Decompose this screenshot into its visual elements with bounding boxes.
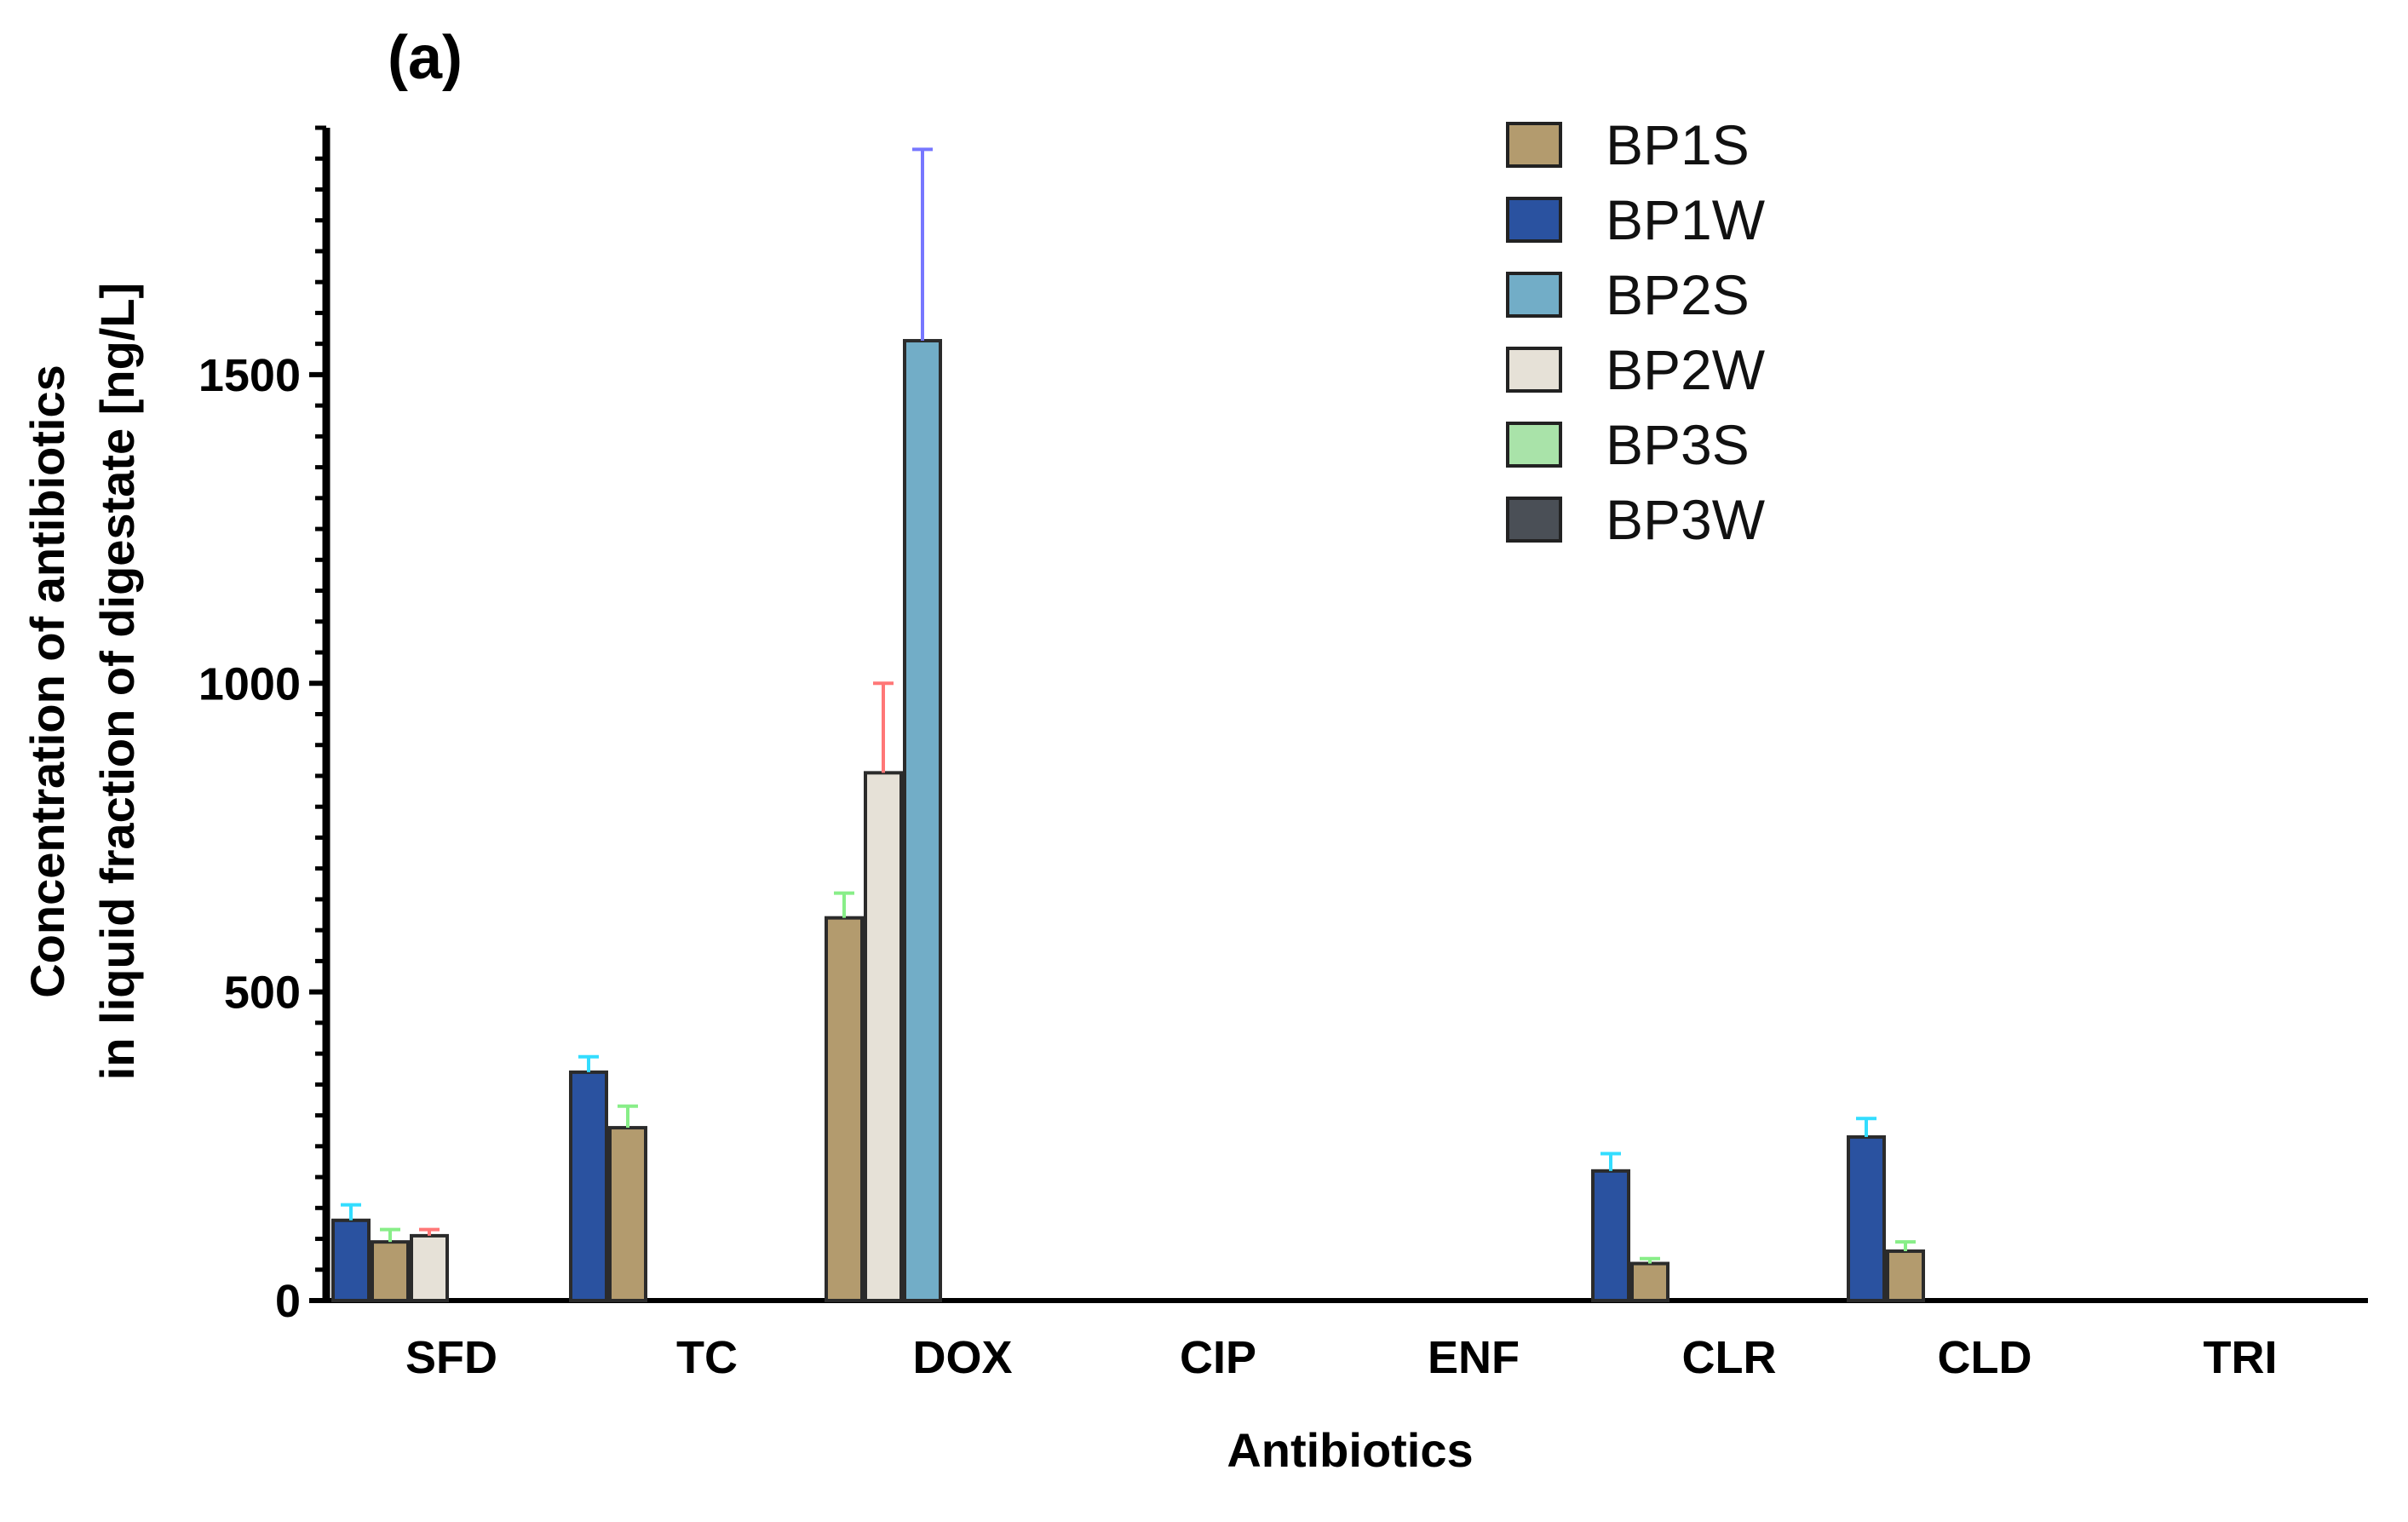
- y-axis-title-line-1: Concentration of antibiotics: [20, 365, 74, 998]
- legend-label-bp2s: BP2S: [1606, 263, 1750, 326]
- x-tick-label-dox: DOX: [912, 1332, 1012, 1383]
- y-tick-label: 500: [224, 968, 301, 1019]
- x-tick-label-sfd: SFD: [405, 1332, 497, 1383]
- panel-label: (a): [388, 24, 463, 92]
- x-tick-label-clr: CLR: [1682, 1332, 1777, 1383]
- legend-swatch-bp2w: [1506, 347, 1562, 393]
- x-axis-title: Antibiotics: [1227, 1423, 1473, 1477]
- legend: BP1S BP1W BP2S BP2W BP3S BP3W: [1506, 113, 1766, 551]
- bar-clr-bp1s: [1630, 1261, 1670, 1302]
- bar-cld-bp1s: [1886, 1249, 1925, 1302]
- legend-label-bp1w: BP1W: [1606, 188, 1766, 251]
- legend-label-bp2w: BP2W: [1606, 338, 1766, 401]
- legend-label-bp3s: BP3S: [1606, 413, 1750, 476]
- legend-swatch-bp1s: [1506, 122, 1562, 168]
- plot-area: 0 500 1000 1500 SFD TC DOX CIP ENF CLR CLD TRI: [198, 125, 2368, 1383]
- bar-clr-bp1w: [1591, 1169, 1630, 1303]
- legend-label-bp1s: BP1S: [1606, 113, 1750, 176]
- y-axis-title-line-2: in liquid fraction of digestate [ng/L]: [90, 283, 144, 1080]
- y-tick-label: 0: [275, 1276, 301, 1327]
- legend-swatch-bp1w: [1506, 197, 1562, 243]
- bar-sfd-bp1w: [331, 1218, 371, 1302]
- y-tick-label: 1500: [198, 350, 301, 401]
- legend-swatch-bp3w: [1506, 497, 1562, 543]
- legend-label-bp3w: BP3W: [1606, 488, 1766, 551]
- legend-swatch-bp2s: [1506, 272, 1562, 318]
- bar-dox-bp2s: [903, 339, 942, 1303]
- y-axis-title: Concentration of antibiotics in liquid f…: [20, 283, 144, 1080]
- x-tick-label-cip: CIP: [1180, 1332, 1256, 1383]
- legend-swatch-bp3s: [1506, 422, 1562, 468]
- x-tick-label-cld: CLD: [1938, 1332, 2032, 1383]
- bar-tc-bp1s: [608, 1126, 647, 1303]
- y-tick-label: 1000: [198, 658, 301, 709]
- bar-dox-bp2w: [864, 771, 903, 1302]
- bar-tc-bp1w: [569, 1070, 608, 1303]
- bar-sfd-bp1s: [371, 1240, 410, 1303]
- bar-cld-bp1w: [1847, 1134, 1886, 1302]
- x-tick-label-enf: ENF: [1428, 1332, 1520, 1383]
- x-tick-label-tri: TRI: [2204, 1332, 2278, 1383]
- bar-dox-bp1s: [825, 916, 864, 1303]
- x-tick-label-tc: TC: [676, 1332, 738, 1383]
- bar-sfd-bp2w: [410, 1233, 449, 1302]
